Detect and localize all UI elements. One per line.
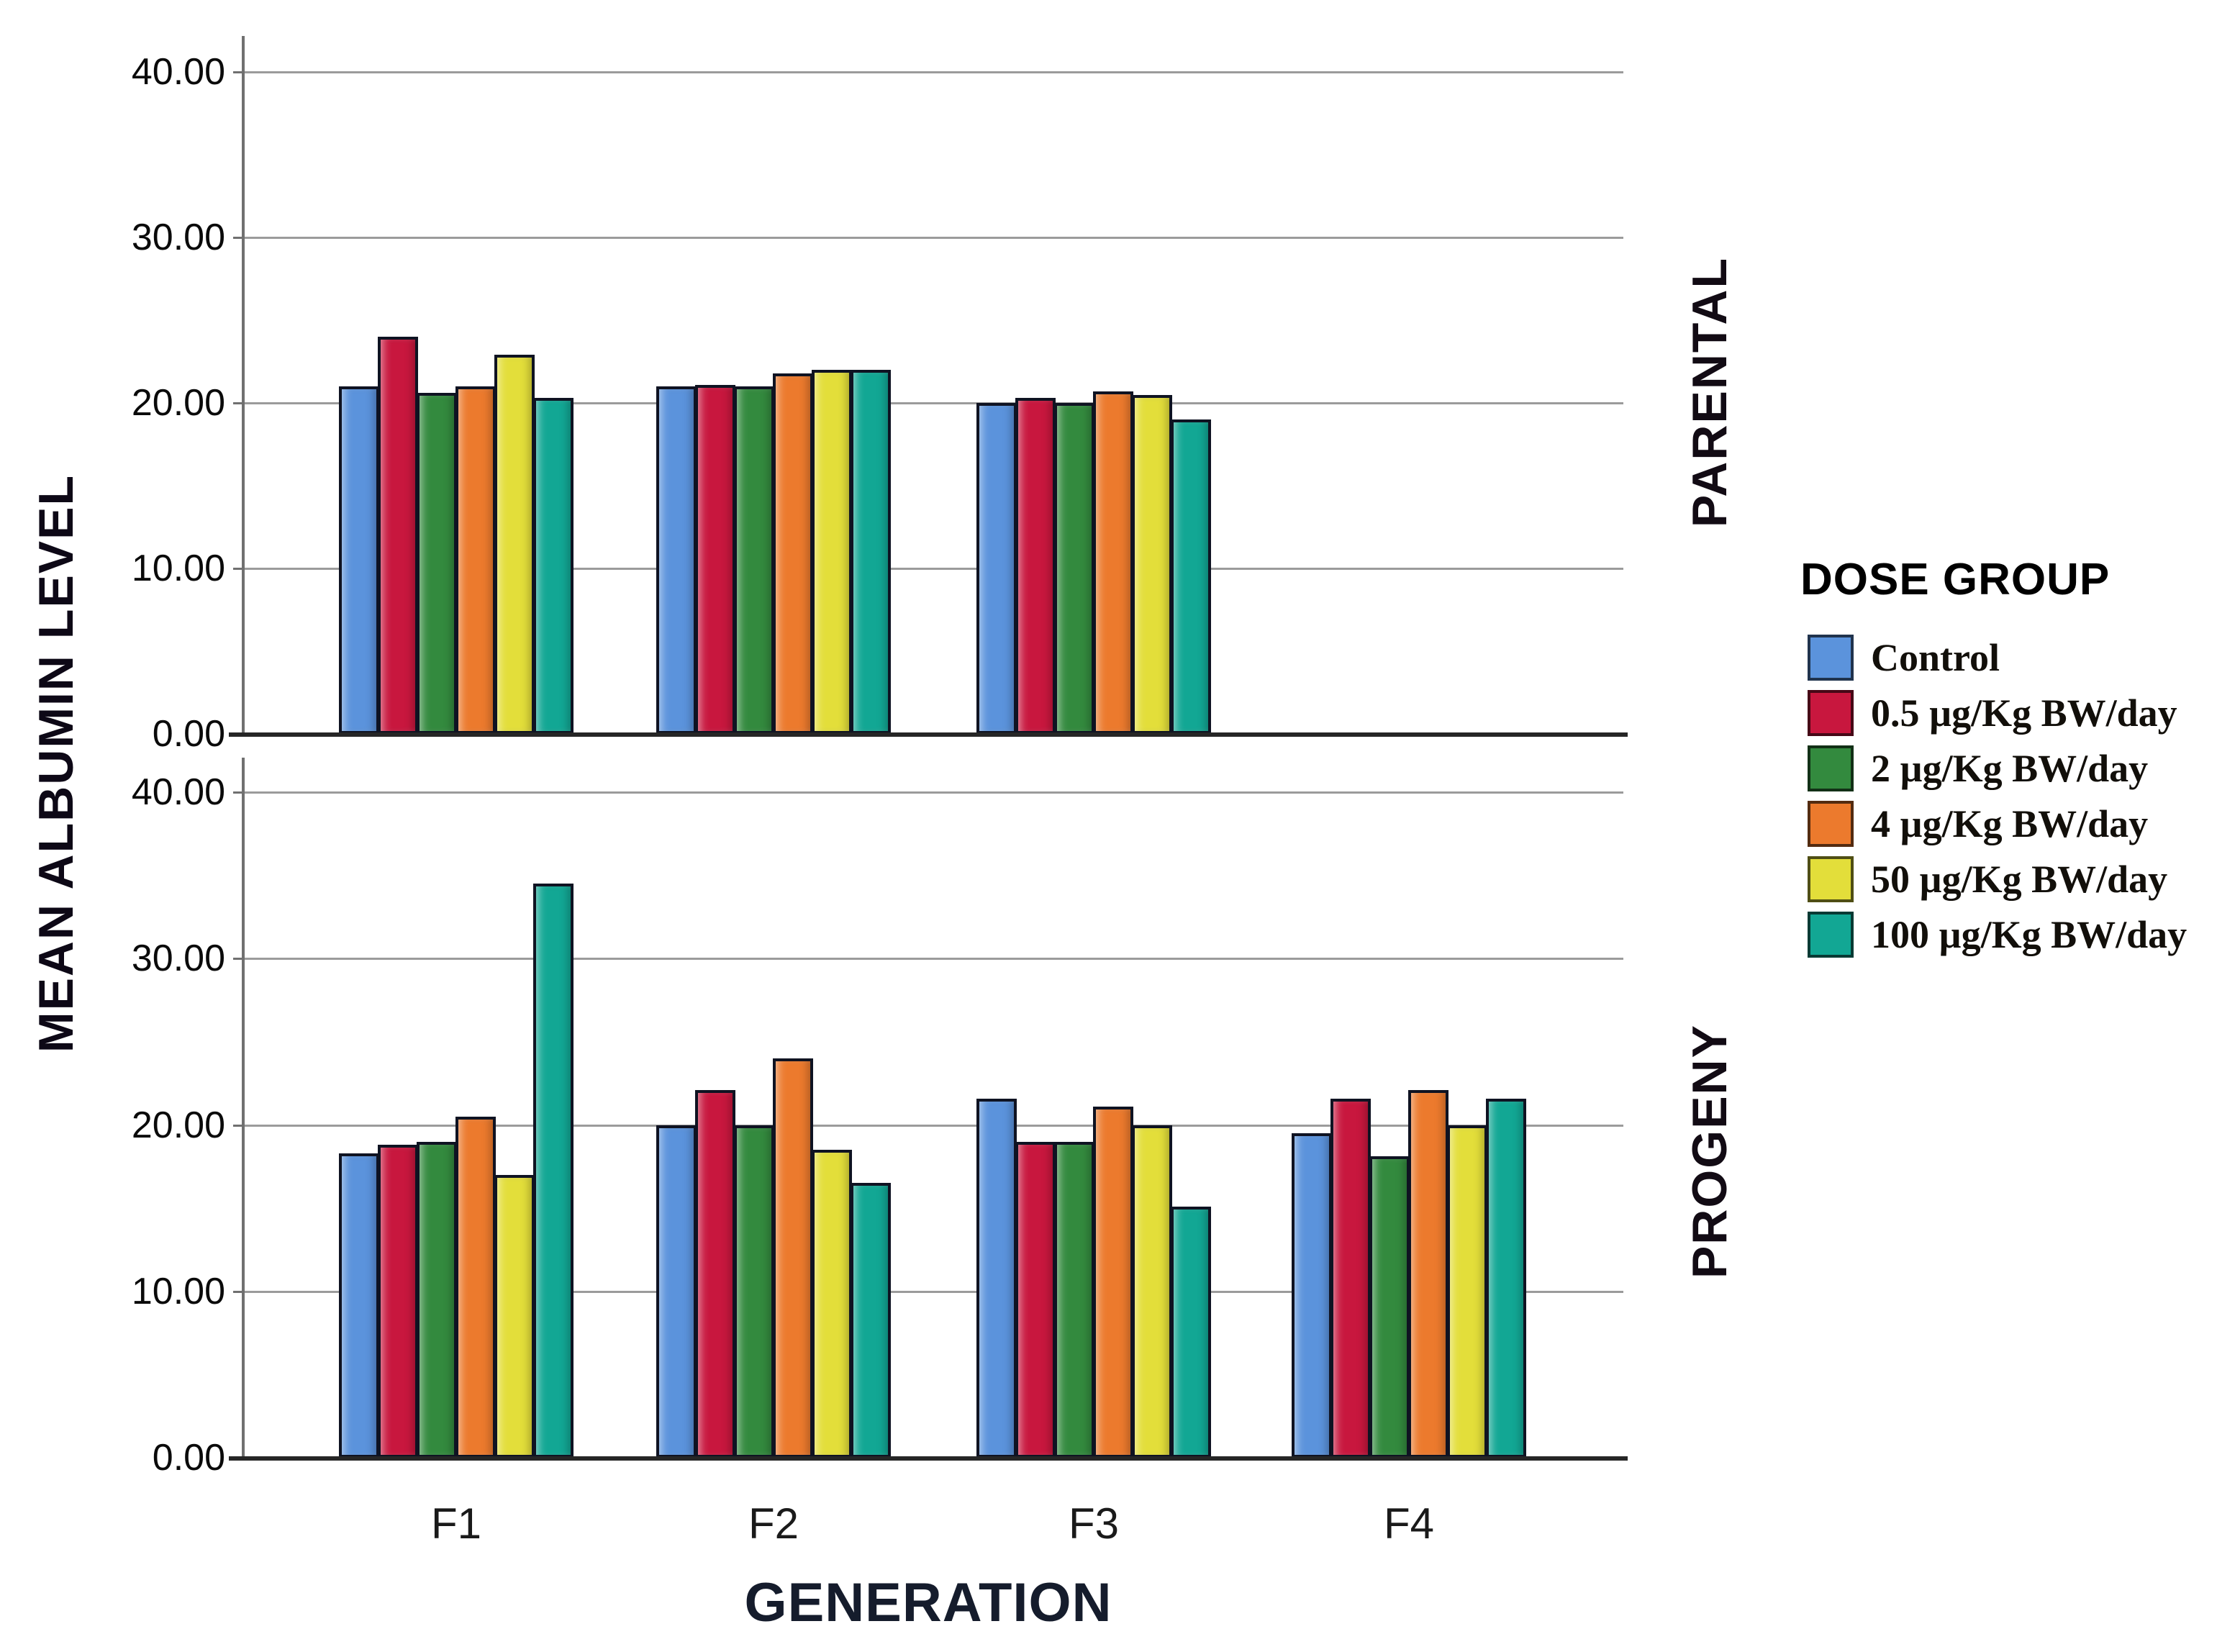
y-tick-label: 0.00	[152, 713, 225, 755]
bar-progeny-F1-series0	[339, 1153, 379, 1458]
gridline-30.00	[245, 958, 1623, 961]
x-tick-label-F2: F2	[748, 1499, 799, 1548]
bar-parental-F1-series3	[455, 386, 496, 734]
legend-label-0: Control	[1871, 636, 2000, 679]
bar-parental-F1-series2	[417, 393, 457, 734]
y-tick	[233, 958, 245, 961]
legend-label-2: 2 µg/Kg BW/day	[1871, 747, 2149, 790]
y-tick	[233, 71, 245, 73]
x-axis-line	[229, 1456, 1628, 1461]
gridline-20.00	[245, 1124, 1623, 1127]
x-axis-line	[229, 732, 1628, 737]
x-tick-label-F1: F1	[430, 1499, 482, 1548]
bar-progeny-F4-series4	[1447, 1125, 1487, 1458]
bar-progeny-F2-series2	[734, 1125, 774, 1458]
bar-progeny-F3-series2	[1054, 1141, 1094, 1458]
bar-progeny-F1-series4	[494, 1174, 535, 1458]
panel-label-progeny: PROGENY	[1682, 1023, 1737, 1279]
bar-progeny-F1-series3	[455, 1116, 496, 1458]
x-tick-label-F3: F3	[1068, 1499, 1120, 1548]
bar-progeny-F4-series0	[1292, 1133, 1332, 1458]
y-tick-label: 10.00	[131, 548, 225, 589]
bar-parental-F1-series4	[494, 355, 535, 734]
gridline-40.00	[245, 71, 1623, 73]
bar-progeny-F1-series2	[417, 1141, 457, 1458]
bar-parental-F2-series3	[773, 373, 813, 734]
bar-progeny-F3-series5	[1171, 1206, 1211, 1458]
y-tick	[233, 791, 245, 794]
bar-progeny-F2-series0	[656, 1125, 697, 1458]
x-axis-title: GENERATION	[744, 1571, 1112, 1633]
bar-parental-F1-series5	[533, 398, 573, 734]
gridline-10.00	[245, 568, 1623, 570]
bar-progeny-F3-series0	[976, 1098, 1017, 1458]
bar-progeny-F4-series2	[1369, 1156, 1410, 1458]
y-tick	[233, 402, 245, 404]
y-tick-label: 30.00	[131, 217, 225, 258]
bar-parental-F2-series0	[656, 386, 697, 734]
legend-swatch-2	[1808, 745, 1854, 791]
y-tick-label: 40.00	[131, 51, 225, 93]
y-tick	[233, 1124, 245, 1127]
legend-swatch-5	[1808, 912, 1854, 958]
y-tick	[233, 1290, 245, 1293]
y-tick-label: 10.00	[131, 1270, 225, 1312]
bar-progeny-F4-series5	[1486, 1098, 1526, 1458]
y-tick-label: 0.00	[152, 1437, 225, 1479]
bar-parental-F3-series3	[1093, 391, 1133, 734]
bar-progeny-F1-series5	[533, 884, 573, 1458]
legend-label-3: 4 µg/Kg BW/day	[1871, 802, 2149, 845]
y-axis-line	[242, 36, 245, 734]
bar-progeny-F2-series5	[851, 1183, 891, 1458]
bar-parental-F3-series0	[976, 403, 1017, 734]
bar-parental-F3-series2	[1054, 403, 1094, 734]
gridline-40.00	[245, 791, 1623, 794]
legend-title: DOSE GROUP	[1800, 555, 2111, 604]
x-tick-label-F4: F4	[1383, 1499, 1435, 1548]
y-tick-label: 20.00	[131, 1104, 225, 1146]
bar-parental-F3-series1	[1015, 398, 1056, 734]
y-tick-label: 40.00	[131, 771, 225, 813]
bar-progeny-F1-series1	[378, 1145, 418, 1458]
bar-parental-F3-series4	[1132, 394, 1172, 734]
bar-progeny-F2-series4	[812, 1150, 852, 1458]
bar-parental-F2-series5	[851, 370, 891, 734]
bar-parental-F2-series1	[695, 384, 735, 734]
legend-label-1: 0.5 µg/Kg BW/day	[1871, 691, 2177, 735]
bar-progeny-F4-series3	[1408, 1089, 1448, 1458]
panel-label-parental: PARENTAL	[1682, 256, 1737, 528]
y-axis-title: MEAN ALBUMIN LEVEL	[29, 473, 83, 1053]
gridline-30.00	[245, 237, 1623, 239]
gridline-20.00	[245, 402, 1623, 404]
legend-label-4: 50 µg/Kg BW/day	[1871, 858, 2168, 901]
bar-parental-F1-series1	[378, 337, 418, 734]
bar-parental-F2-series2	[734, 386, 774, 734]
bar-progeny-F2-series3	[773, 1058, 813, 1458]
bar-progeny-F4-series1	[1330, 1098, 1371, 1458]
y-tick-label: 30.00	[131, 938, 225, 980]
y-tick-label: 20.00	[131, 382, 225, 424]
bar-progeny-F3-series3	[1093, 1107, 1133, 1458]
bar-parental-F2-series4	[812, 370, 852, 734]
legend-swatch-3	[1808, 801, 1854, 847]
legend-label-5: 100 µg/Kg BW/day	[1871, 913, 2187, 956]
bar-progeny-F3-series1	[1015, 1141, 1056, 1458]
legend-swatch-0	[1808, 635, 1854, 681]
bar-parental-F1-series0	[339, 386, 379, 734]
y-tick	[233, 568, 245, 570]
y-axis-line	[242, 758, 245, 1458]
legend-swatch-4	[1808, 856, 1854, 902]
bar-progeny-F3-series4	[1132, 1125, 1172, 1458]
bar-progeny-F2-series1	[695, 1089, 735, 1458]
y-tick	[233, 237, 245, 239]
legend-swatch-1	[1808, 690, 1854, 736]
gridline-10.00	[245, 1290, 1623, 1293]
bar-parental-F3-series5	[1171, 419, 1211, 734]
